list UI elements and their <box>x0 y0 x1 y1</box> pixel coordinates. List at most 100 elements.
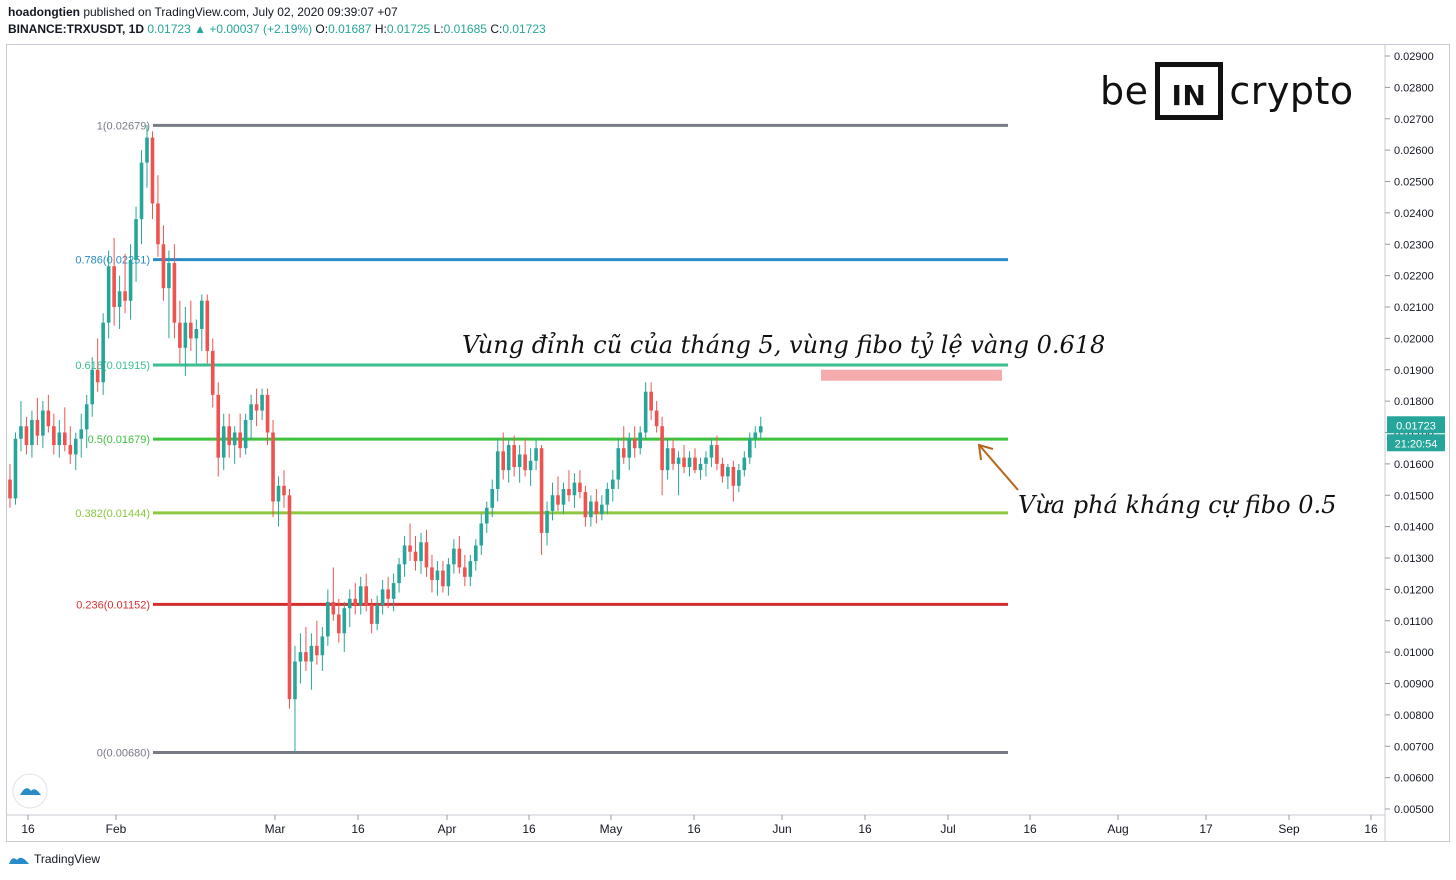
candle-body <box>139 162 144 220</box>
candle-body <box>468 561 473 577</box>
price-tick-label: 0.02500 <box>1394 177 1434 189</box>
candle-body <box>238 432 242 449</box>
low-value: 0.01685 <box>443 22 487 36</box>
candle-body <box>495 451 500 489</box>
candle-body <box>232 432 237 446</box>
price-tick-label: 0.02900 <box>1394 51 1434 63</box>
candle-body <box>287 495 292 700</box>
price-tags: 0.01723 21:20:54 <box>1387 416 1445 452</box>
candle-body <box>550 495 555 511</box>
candle-body <box>556 495 560 505</box>
candle-body <box>358 586 363 606</box>
candle-body <box>337 614 341 634</box>
fib-label: 0.618(0.01915) <box>75 360 150 372</box>
candle-body <box>758 426 763 433</box>
logo-box: IN <box>1154 62 1224 120</box>
time-tick-label: 16 <box>687 822 701 836</box>
time-tick-label: 16 <box>21 822 35 836</box>
fib-label: 0.786(0.02251) <box>75 255 150 267</box>
open-label: O: <box>315 22 329 36</box>
candle-body <box>419 542 423 562</box>
time-tick-label: Aug <box>1107 822 1128 836</box>
candle-body <box>594 501 599 515</box>
candle-body <box>73 438 78 455</box>
author-name: hoadongtien <box>8 5 80 19</box>
countdown-tag-label: 21:20:54 <box>1395 438 1438 450</box>
candle-body <box>523 454 527 471</box>
logo-left: be <box>1100 69 1149 113</box>
candle-body <box>46 410 51 427</box>
candle-body <box>457 548 462 568</box>
candle-body <box>611 479 615 489</box>
publish-info: hoadongtien published on TradingView.com… <box>8 5 398 19</box>
candle-body <box>24 426 29 446</box>
candle-body <box>583 492 588 518</box>
candle-body <box>347 598 352 609</box>
candle-body <box>254 404 259 411</box>
candle-body <box>391 583 396 599</box>
candle-body <box>490 488 495 508</box>
candle-body <box>84 404 89 430</box>
candle-body <box>189 322 193 339</box>
candle-body <box>742 457 747 471</box>
candle-body <box>665 448 670 471</box>
time-tick-label: Feb <box>106 822 127 836</box>
candle-body <box>726 467 730 477</box>
price-tick-label: 0.01900 <box>1394 365 1434 377</box>
candle-body <box>167 263 171 289</box>
price-tick-label: 0.00700 <box>1394 741 1434 753</box>
last-price-tag <box>1387 416 1445 434</box>
candle-body <box>737 470 741 486</box>
time-tick-label: 17 <box>1199 822 1213 836</box>
candle-body <box>309 645 314 662</box>
candle-body <box>13 438 18 499</box>
candle-body <box>435 570 440 580</box>
candle-body <box>753 432 758 439</box>
ohlc-legend: BINANCE:TRXUSDT, 1D 0.01723 ▲ +0.00037 (… <box>8 22 546 36</box>
price-axis: 0.02900 0.02800 0.02700 0.02600 0.02500 0.024… <box>1384 45 1434 842</box>
candle-body <box>134 219 138 260</box>
candle-body <box>298 652 303 662</box>
fib-label: 0.5(0.01679) <box>88 434 150 446</box>
candle-body <box>452 548 456 565</box>
price-tick-label: 0.02600 <box>1394 145 1434 157</box>
price-tick-label: 0.00800 <box>1394 710 1434 722</box>
time-tick-label: Mar <box>265 822 286 836</box>
publish-date: published on TradingView.com, July 02, 2… <box>80 5 398 19</box>
candle-body <box>446 564 451 587</box>
candle-body <box>534 448 538 461</box>
price-tick-label: 0.01300 <box>1394 553 1434 565</box>
candle-body <box>243 419 248 449</box>
candle-body <box>408 545 412 552</box>
candle-body <box>731 467 736 486</box>
candle-body <box>643 391 648 433</box>
time-tick-label: 16 <box>1023 822 1037 836</box>
time-tick-label: Jul <box>940 822 955 836</box>
time-tick-label: 16 <box>1364 822 1378 836</box>
candle-body <box>331 601 336 615</box>
chart-frame[interactable] <box>6 44 1450 842</box>
candle-body <box>375 605 379 624</box>
candle-body <box>172 263 177 323</box>
candle-body <box>95 369 100 383</box>
candle-body <box>441 570 445 587</box>
candle-body <box>271 432 275 502</box>
candle-body <box>720 463 725 477</box>
candle-body <box>528 460 533 471</box>
candle-body <box>386 589 390 599</box>
time-tick-label: May <box>600 822 623 836</box>
fibonacci-levels: 1(0.02679) 0.786(0.02251) 0.618(0.01915) 0.… <box>75 120 1008 760</box>
low-label: L: <box>433 22 444 36</box>
candle-body <box>112 266 116 307</box>
last-price-tag-label: 0.01723 <box>1396 420 1436 432</box>
candle-body <box>397 564 401 584</box>
price-tick-label: 0.02800 <box>1394 82 1434 94</box>
price-tick-label: 0.02300 <box>1394 239 1434 251</box>
candle-body <box>304 652 308 662</box>
tv-watermark-button <box>12 773 48 809</box>
candle-body <box>68 445 73 455</box>
candle-body <box>501 451 505 471</box>
tradingview-brand: TradingView <box>34 852 101 866</box>
candle-body <box>265 394 270 433</box>
